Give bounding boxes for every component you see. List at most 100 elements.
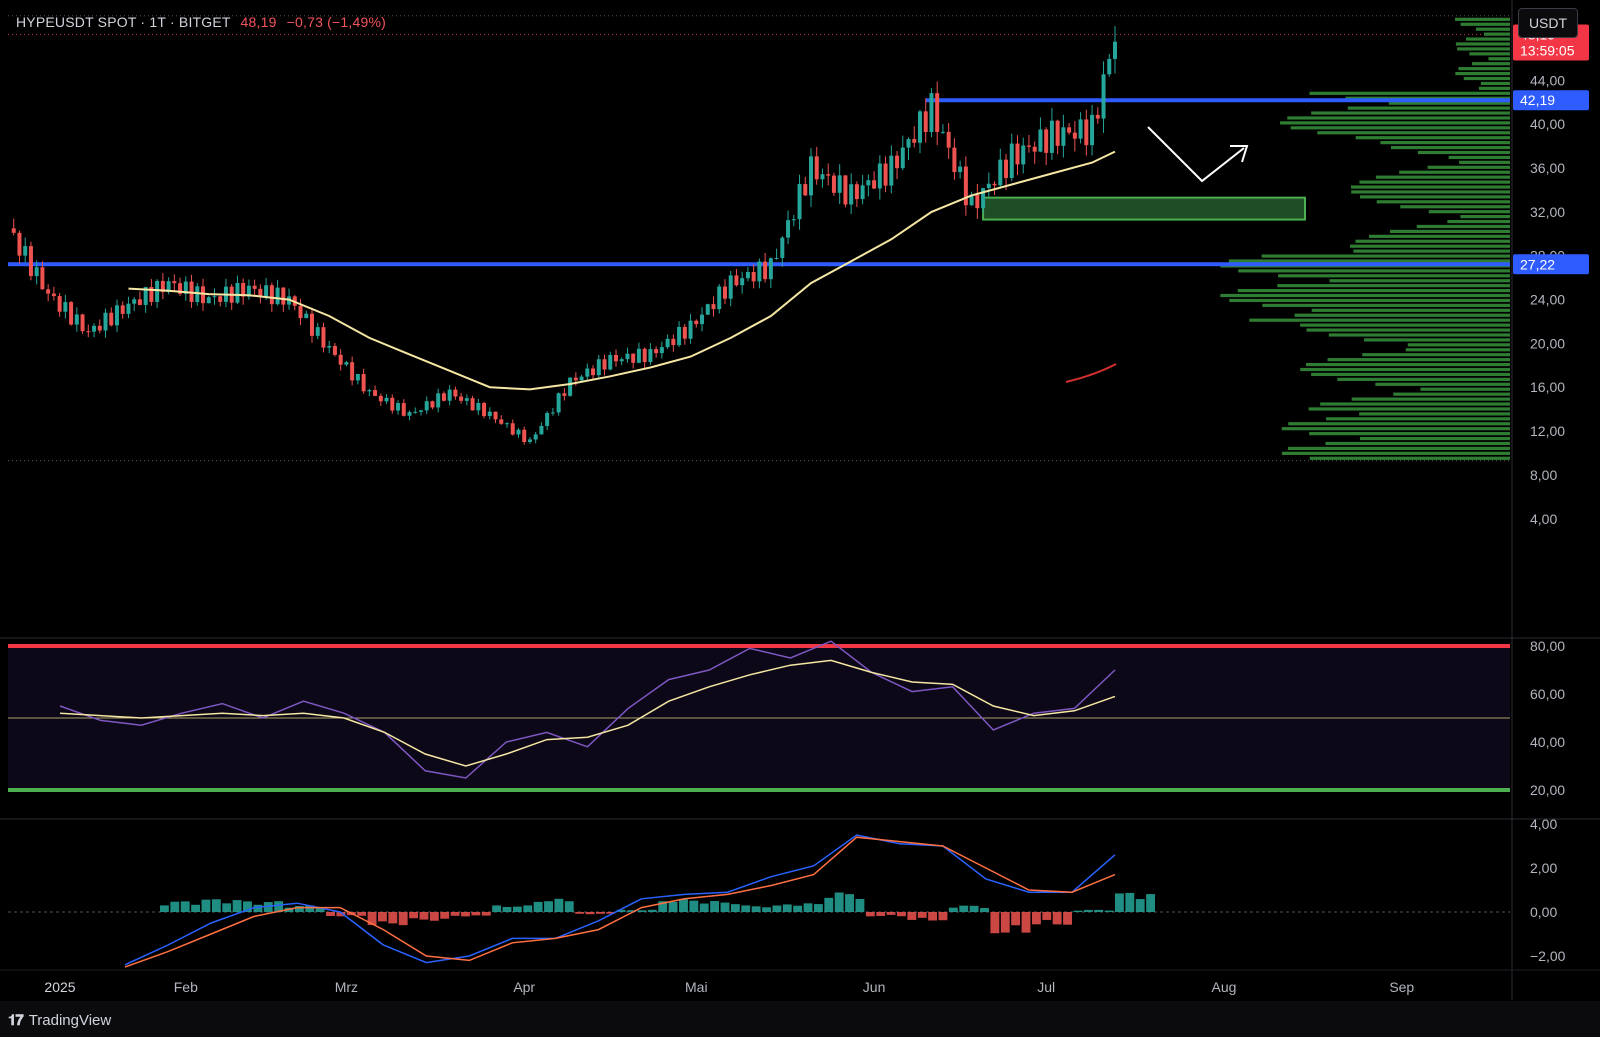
volume-profile-bar <box>1455 42 1510 46</box>
volume-profile-bar <box>1380 141 1510 145</box>
rsi-line <box>59 640 1116 779</box>
volume-profile-bar <box>1393 392 1510 396</box>
candle-up <box>315 327 320 336</box>
candle-up <box>1038 129 1043 152</box>
candle-up <box>688 320 693 339</box>
volume-profile-bar <box>1362 353 1510 357</box>
volume-profile-bar <box>1287 446 1510 451</box>
candle-down <box>803 184 808 196</box>
candle-down <box>40 267 45 290</box>
macd-histogram-bar <box>315 907 325 912</box>
macd-histogram-bar <box>772 905 782 912</box>
candle-up <box>367 390 372 392</box>
candle-up <box>797 184 802 220</box>
macd-histogram-bar <box>388 912 398 924</box>
candle-up <box>155 280 160 302</box>
volume-profile-bar <box>1320 402 1510 406</box>
macd-histogram-bar <box>751 906 761 912</box>
macd-histogram-bar <box>544 901 553 912</box>
candle-down <box>149 287 154 302</box>
candle-down <box>373 390 378 396</box>
volume-profile-bar <box>1311 372 1510 377</box>
candle-up <box>63 302 68 312</box>
volume-profile-bar <box>1309 432 1510 436</box>
candle-up <box>407 412 412 416</box>
candle-up <box>1113 41 1117 59</box>
macd-histogram-bar <box>897 912 906 917</box>
macd-histogram-bar <box>554 898 564 912</box>
volume-profile-bar <box>1460 215 1510 219</box>
macd-histogram-bar <box>606 912 616 914</box>
candle-up <box>889 155 894 186</box>
macd-histogram-bar <box>398 912 408 926</box>
time-tick-label: Aug <box>1212 979 1237 995</box>
macd-histogram-bar <box>658 901 668 912</box>
macd-histogram-bar <box>824 897 834 912</box>
candle-up <box>625 353 630 360</box>
candle-up <box>705 304 710 315</box>
macd-histogram-bar <box>170 901 180 912</box>
macd-histogram-bar <box>595 912 605 914</box>
candle-up <box>396 403 401 411</box>
volume-profile-bar <box>1390 145 1510 150</box>
volume-profile-bar <box>1328 333 1510 337</box>
tradingview-branding[interactable]: 𝟏𝟕 TradingView <box>8 1012 111 1029</box>
volume-profile-bar <box>1280 121 1510 125</box>
macd-tick-label: 4,00 <box>1530 816 1557 832</box>
candle-up <box>464 398 469 401</box>
macd-histogram-bar <box>959 905 969 912</box>
volume-profile-bar <box>1359 412 1510 416</box>
drawn-arrow <box>1147 126 1245 183</box>
volume-profile-bar <box>1351 185 1510 189</box>
candle-down <box>350 362 355 381</box>
volume-profile-bar <box>1376 200 1510 204</box>
volume-profile-bar <box>1294 313 1510 317</box>
candle-up <box>866 180 871 186</box>
countdown-label: 13:59:05 <box>1520 42 1575 58</box>
candle-up <box>275 287 280 305</box>
volume-profile-bar <box>1375 382 1510 386</box>
currency-button[interactable]: USDT <box>1518 8 1578 38</box>
macd-histogram-bar <box>450 912 460 916</box>
volume-profile-bar <box>1417 150 1510 155</box>
macd-histogram-bar <box>481 912 491 916</box>
candle-down <box>1095 114 1100 119</box>
macd-histogram-bar <box>211 899 221 912</box>
candle-up <box>246 285 251 297</box>
macd-histogram-bar <box>813 904 823 912</box>
price-tick-label: 12,00 <box>1530 423 1565 439</box>
volume-profile-bar <box>1400 205 1510 209</box>
volume-profile-bar <box>1281 427 1510 431</box>
macd-histogram-bar <box>575 912 585 914</box>
candle-down <box>309 313 314 336</box>
macd-histogram-bar <box>326 912 335 916</box>
macd-histogram-bar <box>1000 912 1010 933</box>
candle-up <box>585 368 590 377</box>
candle-up <box>877 163 882 189</box>
candle-up <box>786 220 791 238</box>
volume-profile-bar <box>1337 377 1510 381</box>
time-tick-label: Jul <box>1037 979 1055 995</box>
candle-up <box>533 434 538 440</box>
macd-histogram-bar <box>367 912 377 925</box>
volume-profile-bar <box>1390 229 1510 234</box>
price-tick-label: 8,00 <box>1530 467 1557 483</box>
price-tick-label: 36,00 <box>1530 160 1565 176</box>
candle-down <box>895 155 900 169</box>
candle-down <box>1004 159 1009 178</box>
volume-profile-bar <box>1420 387 1510 391</box>
volume-profile-bar <box>1290 126 1510 130</box>
macd-histogram-bar <box>357 912 367 916</box>
macd-histogram-bar <box>1011 912 1021 926</box>
candle-down <box>642 348 647 363</box>
volume-profile-bar <box>1355 239 1510 243</box>
volume-profile-bar <box>1300 323 1510 327</box>
volume-profile-bar <box>1262 303 1510 307</box>
candle-up <box>436 393 441 408</box>
macd-histogram-bar <box>834 892 844 912</box>
macd-histogram-bar <box>710 901 720 912</box>
price-tick-label: 20,00 <box>1530 335 1565 351</box>
macd-histogram-bar <box>886 912 896 915</box>
candle-down <box>338 354 343 365</box>
